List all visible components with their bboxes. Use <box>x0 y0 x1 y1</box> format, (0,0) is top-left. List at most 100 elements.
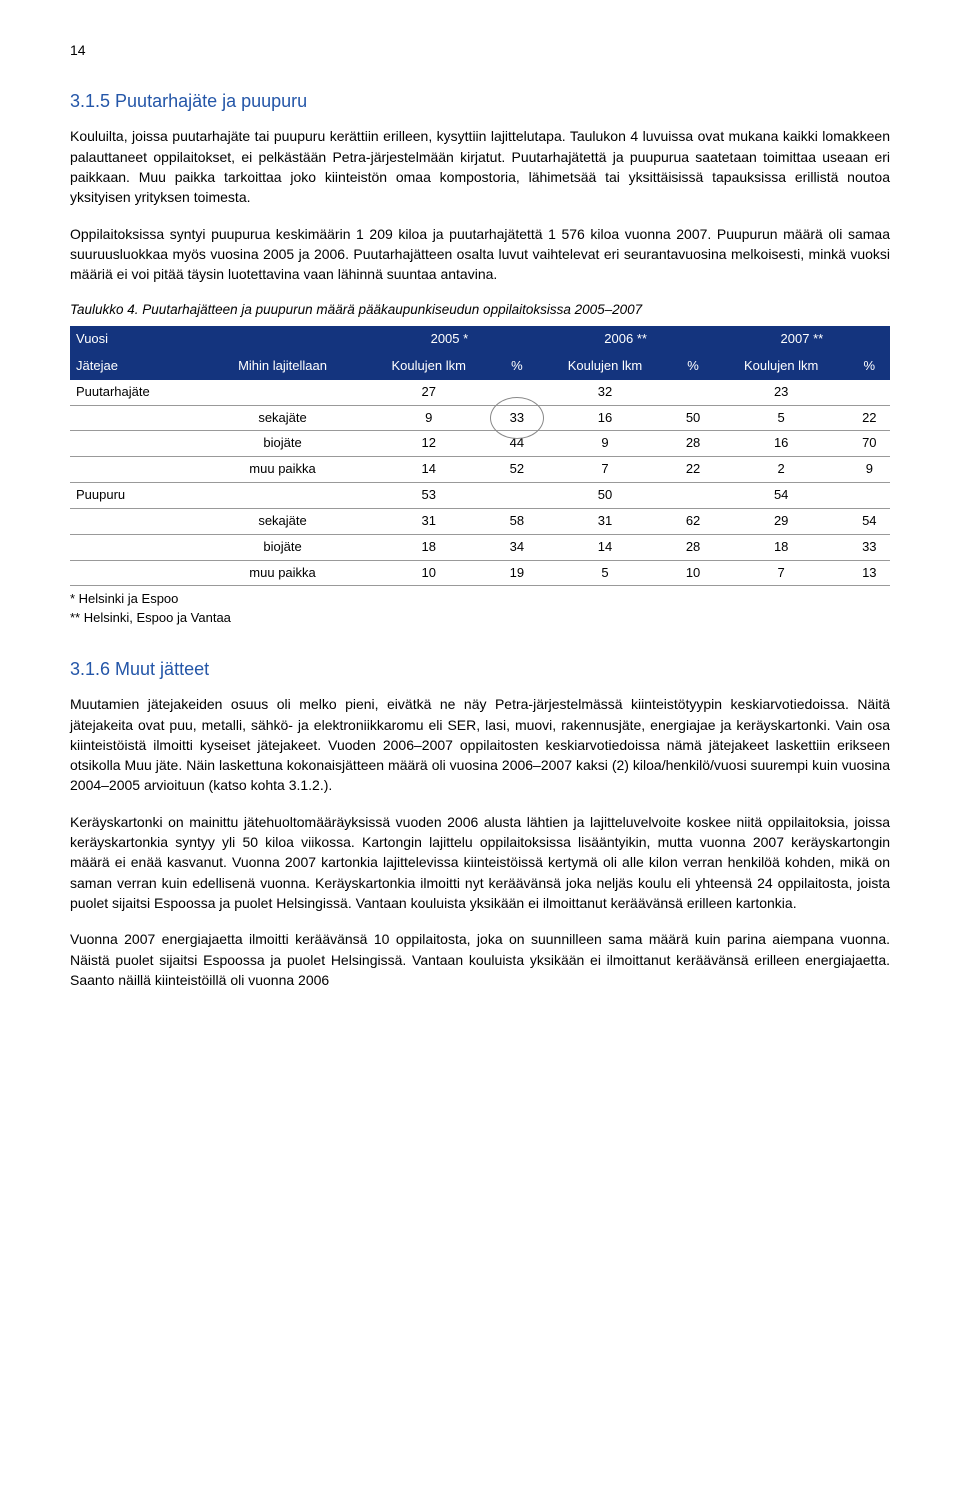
body-paragraph: Kouluilta, joissa puutarhajäte tai puupu… <box>70 126 890 207</box>
cell: biojäte <box>204 534 361 560</box>
cell <box>70 431 204 457</box>
cell: muu paikka <box>204 560 361 586</box>
cell: muu paikka <box>204 457 361 483</box>
cell: 13 <box>849 560 890 586</box>
cell <box>70 560 204 586</box>
cell: 2 <box>714 457 849 483</box>
cell: 29 <box>714 508 849 534</box>
cell: 58 <box>496 508 537 534</box>
cell: 53 <box>361 483 496 509</box>
cell: 52 <box>496 457 537 483</box>
cell: 28 <box>672 534 713 560</box>
section-heading-1: 3.1.5 Puutarhajäte ja puupuru <box>70 88 890 114</box>
table-row: biojäte 12 44 9 28 16 70 <box>70 431 890 457</box>
cell: 9 <box>361 405 496 431</box>
cell <box>70 457 204 483</box>
cell: 16 <box>714 431 849 457</box>
cell <box>70 534 204 560</box>
cell: 7 <box>538 457 673 483</box>
footnote: ** Helsinki, Espoo ja Vantaa <box>70 609 890 628</box>
cell: 34 <box>496 534 537 560</box>
cell: 22 <box>672 457 713 483</box>
cell: Puupuru <box>70 483 204 509</box>
col-2007: 2007 ** <box>714 326 890 353</box>
cell: 70 <box>849 431 890 457</box>
table-header-row: Vuosi 2005 * 2006 ** 2007 ** <box>70 326 890 353</box>
table-row: muu paikka 14 52 7 22 2 9 <box>70 457 890 483</box>
cell: 10 <box>672 560 713 586</box>
cell: 14 <box>361 457 496 483</box>
cell-circled: 33 <box>496 405 537 431</box>
cell: 19 <box>496 560 537 586</box>
body-paragraph: Keräyskartonki on mainittu jätehuoltomää… <box>70 812 890 913</box>
cell: 44 <box>496 431 537 457</box>
cell: 9 <box>538 431 673 457</box>
cell: 54 <box>849 508 890 534</box>
cell <box>204 380 361 405</box>
cell: 28 <box>672 431 713 457</box>
body-paragraph: Muutamien jätejakeiden osuus oli melko p… <box>70 694 890 795</box>
cell: 5 <box>538 560 673 586</box>
data-table: Vuosi 2005 * 2006 ** 2007 ** Jätejae Mih… <box>70 326 890 586</box>
cell: 7 <box>714 560 849 586</box>
cell: 27 <box>361 380 496 405</box>
body-paragraph: Oppilaitoksissa syntyi puupurua keskimää… <box>70 224 890 285</box>
cell <box>70 508 204 534</box>
section-heading-2: 3.1.6 Muut jätteet <box>70 656 890 682</box>
cell: 23 <box>714 380 849 405</box>
cell <box>496 483 537 509</box>
cell: biojäte <box>204 431 361 457</box>
col-pct: % <box>672 353 713 380</box>
table-header-row: Jätejae Mihin lajitellaan Koulujen lkm %… <box>70 353 890 380</box>
body-paragraph: Vuonna 2007 energiajaetta ilmoitti kerää… <box>70 929 890 990</box>
cell: 31 <box>538 508 673 534</box>
cell: 33 <box>849 534 890 560</box>
col-mihin: Mihin lajitellaan <box>204 353 361 380</box>
cell: 10 <box>361 560 496 586</box>
table-row: sekajäte 9 33 16 50 5 22 <box>70 405 890 431</box>
cell: 62 <box>672 508 713 534</box>
cell: 50 <box>538 483 673 509</box>
cell: 54 <box>714 483 849 509</box>
cell <box>70 405 204 431</box>
col-jatejae: Jätejae <box>70 353 204 380</box>
cell: 18 <box>714 534 849 560</box>
col-lkm: Koulujen lkm <box>361 353 496 380</box>
col-pct: % <box>849 353 890 380</box>
table-row: Puutarhajäte 27 32 23 <box>70 380 890 405</box>
table-footnotes: * Helsinki ja Espoo ** Helsinki, Espoo j… <box>70 590 890 628</box>
cell: 50 <box>672 405 713 431</box>
cell: sekajäte <box>204 405 361 431</box>
col-lkm: Koulujen lkm <box>714 353 849 380</box>
cell <box>672 380 713 405</box>
col-vuosi: Vuosi <box>70 326 204 353</box>
table-row: Puupuru 53 50 54 <box>70 483 890 509</box>
table-row: biojäte 18 34 14 28 18 33 <box>70 534 890 560</box>
table-caption: Taulukko 4. Puutarhajätteen ja puupurun … <box>70 300 890 320</box>
col-2005: 2005 * <box>361 326 537 353</box>
cell: sekajäte <box>204 508 361 534</box>
page-number: 14 <box>70 40 890 60</box>
cell: Puutarhajäte <box>70 380 204 405</box>
cell <box>672 483 713 509</box>
table-row: sekajäte 31 58 31 62 29 54 <box>70 508 890 534</box>
footnote: * Helsinki ja Espoo <box>70 590 890 609</box>
cell: 5 <box>714 405 849 431</box>
table-row: muu paikka 10 19 5 10 7 13 <box>70 560 890 586</box>
col-2006: 2006 ** <box>538 326 714 353</box>
col-blank <box>204 326 361 353</box>
cell <box>849 380 890 405</box>
cell: 22 <box>849 405 890 431</box>
cell: 12 <box>361 431 496 457</box>
cell: 9 <box>849 457 890 483</box>
cell: 16 <box>538 405 673 431</box>
cell: 18 <box>361 534 496 560</box>
cell: 31 <box>361 508 496 534</box>
cell <box>849 483 890 509</box>
cell <box>496 380 537 405</box>
cell <box>204 483 361 509</box>
cell: 14 <box>538 534 673 560</box>
cell: 32 <box>538 380 673 405</box>
col-pct: % <box>496 353 537 380</box>
col-lkm: Koulujen lkm <box>538 353 673 380</box>
